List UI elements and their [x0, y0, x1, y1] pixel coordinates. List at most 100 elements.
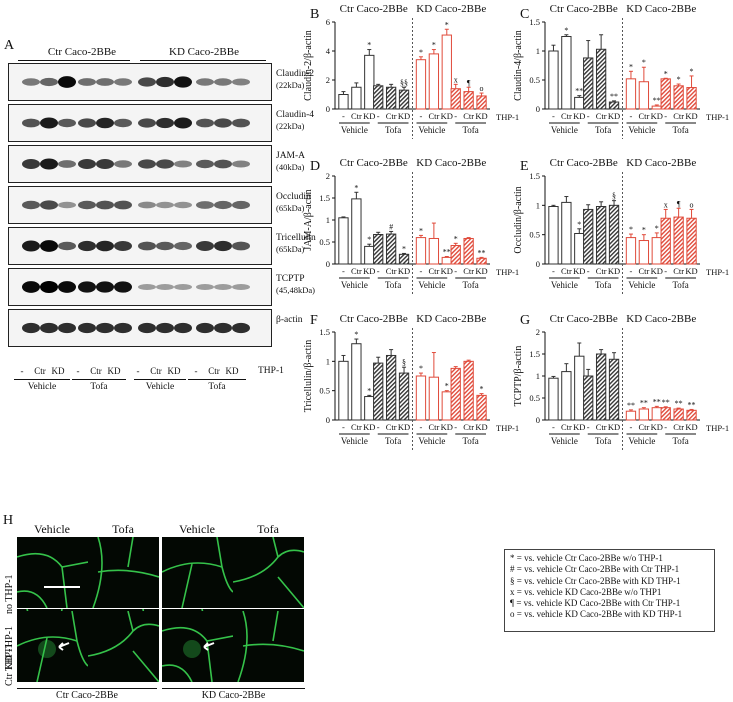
category-label: KD — [685, 111, 697, 121]
category-label: Ctr — [673, 266, 684, 276]
legend-item: o = vs. vehicle KD Caco-2BBe with KD THP… — [510, 609, 683, 620]
blot-band — [196, 201, 214, 209]
bar — [660, 407, 671, 421]
y-tick-label: 1 — [326, 356, 330, 366]
treatment-label: Vehicle — [628, 280, 655, 290]
bar — [476, 257, 487, 265]
category-label: Ctr — [463, 422, 474, 432]
category-label: Ctr — [351, 111, 362, 121]
significance-mark: * — [642, 58, 646, 67]
category-label: KD — [651, 266, 663, 276]
y-tick-label: 2 — [536, 327, 540, 337]
blot-lane-label: KD — [51, 366, 65, 376]
bar — [415, 59, 427, 110]
blot-strip — [8, 104, 272, 142]
bar — [595, 206, 607, 265]
treatment-label: Vehicle — [628, 125, 655, 135]
blot-band — [58, 281, 76, 293]
bar — [574, 232, 585, 265]
bar — [548, 377, 559, 421]
category-label: Ctr — [351, 422, 362, 432]
category-label: - — [420, 111, 423, 121]
micro-col-tofa-kd: Tofa — [257, 522, 279, 536]
blot-band-size: (45,48kDa) — [276, 285, 315, 295]
micrograph — [88, 611, 159, 682]
blot-lane-label: Ctr — [150, 366, 162, 376]
bar — [441, 34, 452, 110]
significance-mark: * — [402, 244, 406, 253]
y-tick-label: 1 — [536, 371, 540, 381]
significance-mark: * — [629, 62, 633, 71]
blot-lane-label: KD — [107, 366, 121, 376]
thp1-label: THP-1 — [706, 423, 729, 433]
category-label: KD — [573, 111, 585, 121]
blot-band — [58, 76, 76, 88]
blot-band — [214, 118, 232, 128]
category-label: - — [630, 111, 633, 121]
scale-bar — [44, 586, 80, 588]
category-label: - — [587, 266, 590, 276]
blot-band — [138, 322, 156, 334]
blot-band — [174, 283, 192, 291]
y-tick-label: 6 — [326, 17, 330, 27]
significance-mark: ** — [653, 397, 661, 406]
category-label: - — [664, 111, 667, 121]
bar — [583, 375, 594, 421]
bar — [415, 237, 427, 265]
y-tick-label: 0 — [536, 259, 540, 269]
treatment-label: Vehicle — [551, 125, 578, 135]
blot-band-label: β-actin — [276, 315, 302, 326]
blot-band-name: Claudin-4 — [276, 110, 314, 120]
blot-band — [232, 322, 250, 334]
category-label: Ctr — [386, 266, 397, 276]
significance-mark: ** — [627, 401, 635, 410]
blot-band — [78, 118, 96, 128]
micrograph — [88, 537, 159, 608]
category-label: Ctr — [428, 111, 439, 121]
y-tick-label: 0 — [326, 259, 330, 269]
blot-lane-label: Ctr — [34, 366, 46, 376]
panel-label-f: F — [310, 313, 318, 328]
chart-group-ctr: Ctr Caco-2BBe — [340, 3, 408, 15]
category-label: KD — [398, 422, 410, 432]
significance-mark: ** — [640, 399, 648, 408]
blot-band — [214, 283, 232, 291]
significance-mark: # — [389, 222, 393, 231]
significance-mark: * — [454, 234, 458, 243]
significance-mark: * — [564, 26, 568, 35]
blot-band — [22, 240, 40, 252]
blot-band — [114, 281, 132, 293]
y-axis-label: TCPTP/β-actin — [513, 346, 524, 407]
bar — [548, 50, 559, 110]
blot-band-size: (22kDa) — [276, 80, 305, 90]
blot-group-ctr: Ctr Caco-2BBe — [47, 46, 117, 58]
bar — [441, 391, 452, 421]
y-axis-label: Tricellulin/β-actin — [303, 340, 314, 413]
significance-mark: * — [480, 385, 484, 394]
blot-lane-label: Ctr — [90, 366, 102, 376]
bar — [638, 240, 650, 265]
blot-band — [156, 159, 174, 169]
bar — [625, 410, 637, 421]
bar — [548, 206, 559, 265]
blot-band-label: Claudin-2 (22kDa) — [276, 69, 314, 91]
bar — [351, 86, 362, 110]
category-label: - — [377, 266, 380, 276]
category-label: Ctr — [428, 422, 439, 432]
category-label: Ctr — [673, 422, 684, 432]
blot-band — [138, 241, 156, 251]
blot-band — [156, 117, 174, 129]
bar — [574, 355, 585, 421]
bar — [338, 94, 349, 110]
y-tick-label: 1 — [536, 200, 540, 210]
treatment-label: Vehicle — [341, 280, 368, 290]
bar — [441, 256, 452, 265]
blot-band — [78, 240, 96, 252]
category-label: KD — [651, 111, 663, 121]
significance-mark: * — [367, 41, 371, 50]
blot-band — [196, 118, 214, 128]
blot-band — [232, 283, 250, 291]
bar — [583, 57, 594, 110]
category-label: Ctr — [638, 111, 649, 121]
y-tick-label: 0.5 — [529, 230, 540, 240]
